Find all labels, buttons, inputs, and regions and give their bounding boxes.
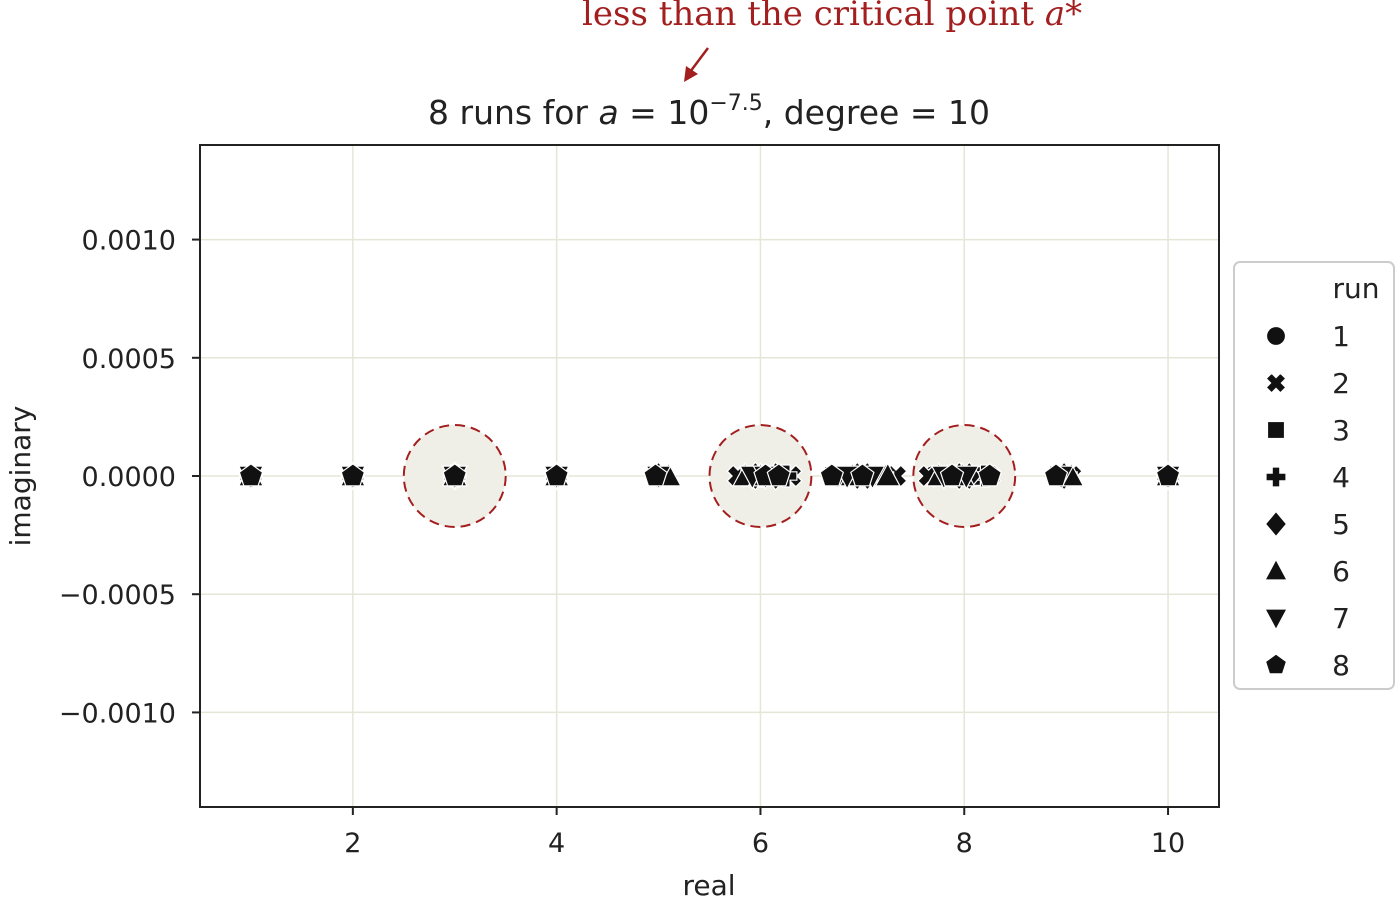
x-tick-label: 4: [548, 828, 565, 859]
legend-label: 1: [1332, 320, 1350, 353]
legend-marker-triangle-down: [1263, 608, 1289, 631]
data-point: [442, 463, 468, 487]
legend-entry-2: 2: [1265, 367, 1350, 400]
legend-label: 3: [1332, 414, 1350, 447]
legend-entry-8: 8: [1264, 649, 1350, 682]
data-point: [939, 463, 965, 487]
x-tick-label: 10: [1151, 828, 1185, 859]
data-point: [340, 463, 366, 487]
annotation-arrow: [684, 47, 709, 82]
y-tick-label: −0.0010: [59, 698, 176, 729]
legend-marker-plus: [1265, 466, 1287, 488]
legend-box: [1233, 261, 1395, 690]
legend: run 1 2 3 4 5 6 7 8: [1233, 261, 1395, 690]
y-tick-label: 0.0005: [82, 344, 176, 375]
legend-entry-6: 6: [1263, 555, 1350, 588]
x-tick-label: 8: [956, 828, 973, 859]
data-point: [977, 463, 1002, 487]
annotation-symbol: a*: [1044, 0, 1083, 34]
annotation-label: less than the critical point a*: [582, 0, 1082, 34]
data-point: [1043, 463, 1069, 487]
data-points: [237, 461, 1182, 491]
legend-entry-7: 7: [1263, 602, 1350, 635]
chart-title: 8 runs for a = 10−7.5, degree = 10: [428, 91, 990, 132]
x-tick-label: 6: [752, 828, 769, 859]
legend-marker-pentagon: [1264, 653, 1288, 675]
data-point: [850, 463, 875, 487]
data-point: [544, 463, 569, 487]
legend-label: 7: [1332, 602, 1350, 635]
data-point: [766, 463, 792, 487]
annotation-text: less than the critical point: [582, 0, 1045, 34]
legend-label: 8: [1332, 649, 1350, 682]
y-tick-label: 0.0000: [82, 462, 176, 493]
legend-label: 2: [1332, 367, 1350, 400]
legend-label: 4: [1332, 461, 1350, 494]
data-point: [238, 463, 264, 487]
y-axis-ticks: 0.0010 0.0005 0.0000 −0.0005 −0.0010: [59, 226, 200, 729]
legend-entry-3: 3: [1266, 414, 1350, 447]
x-tick-label: 2: [344, 828, 361, 859]
legend-entry-5: 5: [1264, 508, 1350, 541]
legend-marker-x: [1265, 372, 1287, 394]
data-point: [819, 463, 845, 487]
legend-title: run: [1332, 272, 1379, 305]
legend-marker-square: [1266, 420, 1286, 440]
y-tick-label: 0.0010: [82, 226, 176, 257]
data-point: [874, 462, 901, 487]
data-point: [1155, 463, 1181, 487]
legend-label: 6: [1332, 555, 1350, 588]
legend-entry-4: 4: [1265, 461, 1350, 494]
legend-marker-triangle-up: [1263, 558, 1289, 581]
legend-marker-circle: [1265, 325, 1287, 347]
legend-entry-1: 1: [1265, 320, 1350, 353]
data-point: [643, 463, 668, 487]
x-axis-ticks: 2 4 6 8 10: [344, 807, 1185, 859]
series-run-8: [238, 463, 1181, 487]
legend-label: 5: [1332, 508, 1350, 541]
legend-marker-diamond: [1264, 510, 1288, 538]
y-tick-label: −0.0005: [59, 580, 176, 611]
y-axis-label: imaginary: [4, 406, 37, 547]
x-axis-label: real: [682, 869, 735, 902]
